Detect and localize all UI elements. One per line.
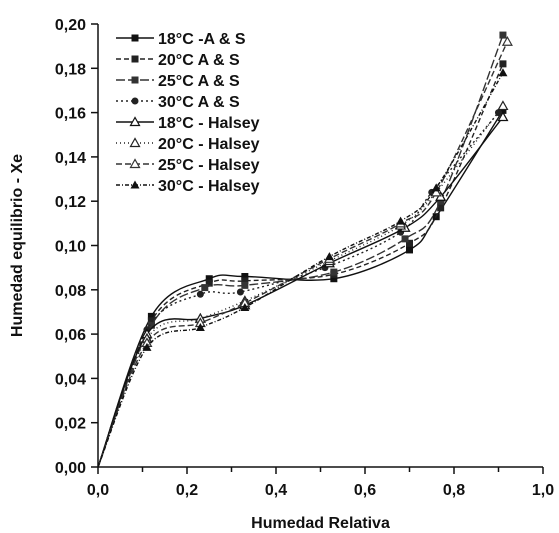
x-tick-label: 0,0 — [87, 482, 109, 499]
legend-label: 30°C - Halsey — [158, 178, 260, 195]
data-point — [499, 106, 507, 114]
data-point — [201, 284, 209, 292]
legend-label: 25°C A & S — [158, 73, 240, 90]
legend-label: 18°C -A & S — [158, 31, 246, 48]
series-layer — [97, 31, 513, 468]
legend-marker — [131, 55, 139, 63]
legend-marker — [131, 97, 139, 105]
data-point — [437, 204, 445, 212]
y-tick-label: 0,14 — [55, 150, 86, 167]
y-tick-label: 0,06 — [55, 327, 86, 344]
series-line — [97, 41, 509, 468]
legend-marker — [129, 137, 141, 148]
y-tick-label: 0,10 — [55, 239, 86, 256]
y-tick-label: 0,20 — [55, 17, 86, 34]
data-point — [497, 100, 509, 111]
data-point — [406, 239, 413, 247]
data-point — [324, 252, 334, 261]
data-point — [195, 322, 205, 331]
data-point — [205, 279, 213, 287]
legend-marker — [129, 158, 141, 169]
data-point — [147, 317, 155, 325]
legend-item: 25°C - Halsey — [116, 157, 260, 174]
x-axis-title: Humedad Relativa — [251, 515, 390, 532]
data-point — [240, 303, 250, 312]
legend-item: 25°C A & S — [116, 73, 240, 90]
data-point — [142, 342, 152, 351]
y-tick-label: 0,04 — [55, 371, 86, 388]
x-tick-label: 0,8 — [443, 482, 465, 499]
data-point — [406, 246, 413, 254]
data-point — [241, 281, 249, 289]
y-tick-label: 0,02 — [55, 416, 86, 433]
series-8 — [97, 68, 508, 468]
legend-item: 20°C - Halsey — [116, 136, 260, 153]
data-point — [401, 235, 409, 243]
data-point — [498, 68, 508, 77]
y-tick-label: 0,16 — [55, 106, 86, 123]
data-point — [499, 60, 507, 68]
data-point — [431, 183, 441, 192]
x-tick-label: 1,0 — [532, 482, 554, 499]
data-point — [501, 35, 513, 46]
legend-item: 20°C A & S — [116, 52, 240, 69]
legend-marker — [131, 76, 139, 84]
legend-label: 20°C A & S — [158, 52, 240, 69]
y-tick-label: 0,08 — [55, 283, 86, 300]
axes: 0,00 0,02 0,04 0,06 0,08 0,10 0,12 0,14 0,16 0,18… — [9, 17, 554, 532]
legend-label: 20°C - Halsey — [158, 136, 260, 153]
data-point — [330, 268, 338, 276]
legend: 18°C -A & S 20°C A & S 25°C A & S 30°C A & … — [116, 31, 260, 195]
data-point — [241, 273, 249, 281]
data-point — [241, 277, 249, 285]
x-tick-label: 0,6 — [354, 482, 376, 499]
x-tick-label: 0,2 — [176, 482, 198, 499]
data-point — [236, 288, 244, 296]
data-point — [147, 312, 155, 320]
legend-marker — [130, 180, 140, 189]
x-tick-label: 0,4 — [265, 482, 287, 499]
legend-item: 18°C -A & S — [116, 31, 246, 48]
legend-item: 18°C - Halsey — [116, 115, 260, 132]
y-tick-label: 0,00 — [55, 460, 86, 477]
y-axis-title: Humedad equilibrio - Xe — [9, 154, 26, 337]
data-point — [497, 111, 509, 122]
data-point — [330, 275, 338, 283]
legend-item: 30°C - Halsey — [116, 178, 260, 195]
data-point — [437, 197, 445, 205]
data-point — [147, 321, 155, 329]
legend-label: 25°C - Halsey — [158, 157, 260, 174]
y-tick-label: 0,12 — [55, 194, 86, 211]
data-point — [499, 31, 507, 39]
data-point — [205, 275, 213, 283]
legend-marker — [129, 116, 141, 127]
data-point — [396, 216, 406, 225]
legend-item: 30°C A & S — [116, 94, 240, 111]
legend-label: 30°C A & S — [158, 94, 240, 111]
legend-label: 18°C - Halsey — [158, 115, 260, 132]
data-point — [196, 290, 204, 298]
y-tick-label: 0,18 — [55, 61, 86, 78]
legend-marker — [131, 34, 139, 42]
